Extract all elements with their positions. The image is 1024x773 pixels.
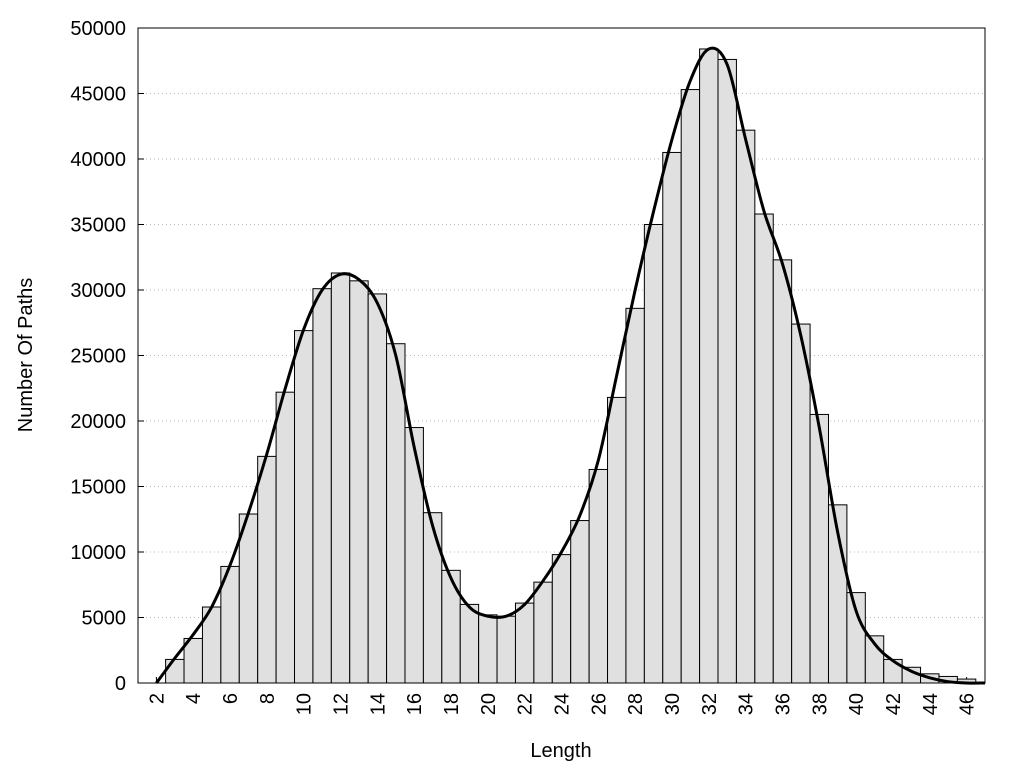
x-tick-label: 26 xyxy=(588,693,610,715)
x-tick-label: 6 xyxy=(220,693,242,704)
bar xyxy=(165,658,185,684)
bar xyxy=(441,569,461,684)
bar xyxy=(514,602,535,684)
bar xyxy=(625,307,645,684)
y-tick-label: 0 xyxy=(115,673,126,695)
bar xyxy=(754,213,774,684)
bar xyxy=(533,581,553,684)
bar xyxy=(680,89,701,684)
x-tick-label: 20 xyxy=(478,693,500,715)
x-tick-label: 12 xyxy=(331,693,353,715)
bar xyxy=(883,658,903,684)
x-tick-label: 34 xyxy=(736,693,758,715)
x-tick-label: 44 xyxy=(920,693,942,715)
x-tick-label: 32 xyxy=(699,693,721,715)
x-tick-label: 10 xyxy=(294,693,316,715)
bar xyxy=(386,343,406,684)
y-tick-label: 40000 xyxy=(70,149,126,171)
bar xyxy=(478,614,498,684)
bar xyxy=(699,48,719,684)
bar xyxy=(349,280,369,684)
y-tick-label: 15000 xyxy=(70,477,126,499)
bar xyxy=(588,468,609,684)
x-tick-label: 38 xyxy=(809,693,831,715)
bar xyxy=(294,330,314,684)
y-axis-label: Number Of Paths xyxy=(15,278,37,433)
y-tick-label: 30000 xyxy=(70,280,126,302)
y-tick-label: 50000 xyxy=(70,18,126,40)
bar xyxy=(367,293,388,684)
x-tick-label: 4 xyxy=(183,693,205,704)
x-tick-label: 22 xyxy=(515,693,537,715)
bar xyxy=(275,391,296,684)
bar xyxy=(330,272,351,684)
bar xyxy=(238,513,259,684)
bar xyxy=(459,603,480,684)
y-tick-label: 10000 xyxy=(70,542,126,564)
bar xyxy=(422,512,443,684)
bar xyxy=(607,396,627,684)
x-tick-label: 2 xyxy=(146,693,168,704)
x-tick-label: 8 xyxy=(257,693,279,704)
bar xyxy=(791,323,811,684)
x-tick-label: 36 xyxy=(772,693,794,715)
y-tick-label: 25000 xyxy=(70,346,126,368)
bar xyxy=(496,615,516,684)
x-tick-label: 16 xyxy=(404,693,426,715)
x-tick-label: 40 xyxy=(846,693,868,715)
bar xyxy=(551,554,572,684)
bar xyxy=(643,224,664,684)
y-tick-label: 5000 xyxy=(82,608,127,630)
x-tick-label: 18 xyxy=(441,693,463,715)
bar xyxy=(312,288,332,684)
density-curve xyxy=(155,46,986,685)
x-tick-label: 46 xyxy=(957,693,979,715)
bar xyxy=(735,129,756,684)
x-tick-label: 24 xyxy=(552,693,574,715)
bar xyxy=(717,58,737,684)
x-tick-label: 42 xyxy=(883,693,905,715)
plot-frame xyxy=(137,27,986,684)
bar xyxy=(772,259,793,684)
x-tick-label: 30 xyxy=(662,693,684,715)
bar xyxy=(404,427,424,684)
x-axis-label: Length xyxy=(530,740,591,762)
bar xyxy=(809,413,829,684)
bar xyxy=(257,455,277,684)
x-tick-label: 14 xyxy=(367,693,389,715)
y-tick-label: 45000 xyxy=(70,84,126,106)
y-tick-label: 35000 xyxy=(70,215,126,237)
bar xyxy=(662,151,682,684)
y-tick-label: 20000 xyxy=(70,411,126,433)
x-tick-label: 28 xyxy=(625,693,647,715)
bar xyxy=(570,520,590,684)
